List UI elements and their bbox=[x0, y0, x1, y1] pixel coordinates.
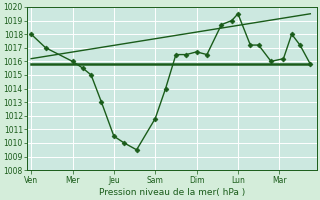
X-axis label: Pression niveau de la mer( hPa ): Pression niveau de la mer( hPa ) bbox=[99, 188, 245, 197]
